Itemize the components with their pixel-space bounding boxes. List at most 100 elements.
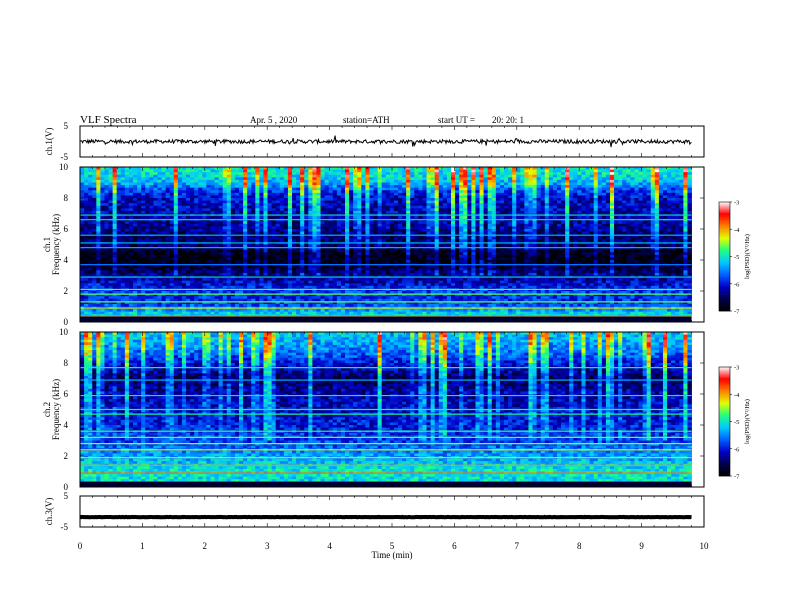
spectrogram-cell	[210, 203, 215, 207]
spectrogram-cell	[243, 231, 248, 235]
spectrogram-cell	[577, 223, 582, 227]
spectrogram-cell	[406, 179, 411, 183]
spectrogram-cell	[361, 195, 366, 199]
spectrogram-cell	[120, 247, 126, 251]
spectrogram-cell	[605, 195, 611, 199]
spectrogram-cell	[137, 167, 142, 170]
spectrogram-cell	[267, 195, 273, 199]
spectrogram-cell	[503, 179, 509, 183]
spectrogram-cell	[137, 203, 142, 207]
spectrogram-cell	[153, 172, 158, 176]
spectrogram-cell	[340, 182, 346, 186]
spectrogram-cell	[328, 198, 334, 201]
spectrogram-cell	[255, 249, 260, 253]
spectrogram-cell	[561, 210, 566, 214]
spectrogram-cell	[520, 190, 525, 194]
spectrogram-cell	[508, 229, 513, 232]
spectrogram-cell	[243, 239, 248, 243]
spectrogram-cell	[177, 231, 183, 235]
spectrogram-cell	[157, 200, 162, 204]
spectrogram-cell	[683, 187, 688, 191]
spectrogram-cell	[516, 239, 521, 243]
spectrogram-cell	[222, 174, 228, 178]
spectrogram-cell	[671, 177, 676, 181]
spectrogram-cell	[100, 223, 105, 227]
spectrogram-cell	[662, 182, 668, 186]
spectrogram-cell	[161, 210, 167, 214]
spectrogram-cell	[291, 187, 297, 191]
spectrogram-cell	[369, 205, 374, 209]
spectrogram-cell	[577, 174, 582, 178]
spectrogram-cell	[471, 169, 476, 173]
spectrogram-cell	[532, 198, 537, 201]
spectrogram-cell	[153, 231, 158, 235]
spectrogram-cell	[218, 192, 224, 196]
spectrogram-cell	[316, 172, 321, 176]
spectrogram-cell	[361, 236, 366, 240]
spectrogram-cell	[149, 205, 154, 209]
spectrogram-cell	[133, 198, 138, 201]
spectrogram-cell	[255, 216, 260, 220]
spectrogram-cell	[605, 247, 611, 251]
spectrogram-cell	[332, 226, 338, 230]
spectrogram-cell	[503, 185, 509, 189]
spectrogram-cell	[414, 244, 419, 248]
spectrogram-cell	[499, 221, 505, 225]
spectrogram-cell	[675, 187, 680, 191]
spectrogram-cell	[512, 239, 517, 243]
spectrogram-cell	[320, 192, 326, 196]
spectrogram-cell	[153, 190, 158, 194]
spectrogram-cell	[279, 182, 285, 186]
spectrogram-cell	[410, 205, 415, 209]
spectrogram-cell	[479, 195, 485, 199]
spectrogram-cell	[104, 231, 109, 235]
spectrogram-cell	[332, 198, 338, 201]
spectrogram-cell	[414, 216, 419, 220]
spectrogram-cell	[406, 247, 411, 251]
spectrogram-cell	[499, 247, 505, 251]
spectrogram-cell	[581, 187, 586, 191]
spectrogram-cell	[516, 179, 521, 183]
spectrogram-cell	[177, 169, 183, 173]
spectrogram-cell	[214, 249, 220, 253]
spectrogram-cell	[304, 247, 309, 251]
spectrogram-cell	[597, 239, 603, 243]
spectrogram-cell	[430, 205, 436, 209]
spectrogram-cell	[300, 236, 305, 240]
spectrogram-cell	[577, 167, 582, 170]
spectrogram-cell	[650, 221, 656, 225]
spectrogram-cell	[381, 236, 387, 240]
spectrogram-cell	[609, 236, 615, 240]
spectrogram-cell	[442, 221, 448, 225]
spectrogram-cell	[662, 172, 668, 176]
spectrogram-cell	[226, 198, 232, 201]
spectrogram-cell	[120, 172, 126, 176]
spectrogram-cell	[96, 190, 101, 194]
spectrogram-cell	[618, 182, 623, 186]
spectrogram-cell	[300, 205, 305, 209]
spectrogram-cell	[589, 192, 595, 196]
spectrogram-cell	[430, 229, 436, 232]
spectrogram-cell	[675, 226, 680, 230]
spectrogram-cell	[291, 195, 297, 199]
spectrogram-cell	[234, 208, 240, 212]
spectrogram-cell	[552, 247, 558, 251]
spectrogram-cell	[508, 192, 513, 196]
spectrogram-cell	[459, 177, 464, 181]
spectrogram-cell	[463, 187, 468, 191]
spectrogram-cell	[430, 179, 436, 183]
spectrogram-cell	[552, 223, 558, 227]
spectrogram-cell	[96, 203, 101, 207]
spectrogram-cell	[108, 231, 114, 235]
spectrogram-cell	[283, 192, 289, 196]
spectrogram-cell	[520, 187, 525, 191]
spectrogram-cell	[120, 229, 126, 232]
spectrogram-cell	[259, 172, 264, 176]
spectrogram-cell	[304, 229, 309, 232]
spectrogram-cell	[467, 172, 472, 176]
spectrogram-cell	[141, 244, 146, 248]
spectrogram-cell	[450, 247, 456, 251]
spectrogram-cell	[426, 203, 432, 207]
spectrogram-cell	[532, 247, 537, 251]
spectrogram-cell	[455, 226, 460, 230]
